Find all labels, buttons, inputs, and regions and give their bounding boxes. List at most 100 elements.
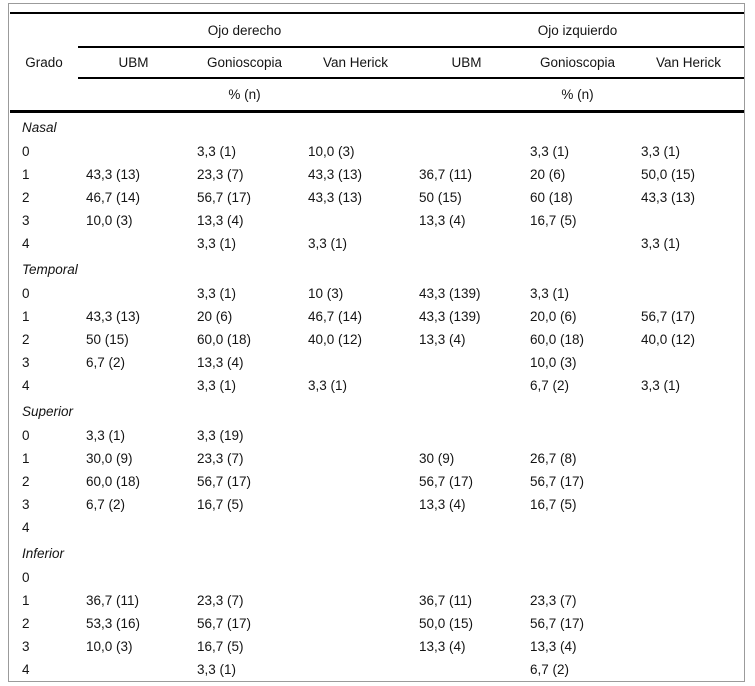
data-cell [78, 140, 189, 163]
data-cell [633, 493, 744, 516]
data-cell [78, 566, 189, 589]
data-cell: 3,3 (1) [197, 144, 237, 159]
table-body: Nasal 0 3,3 (1) 10,0 (3) 3,3 (1) 3,3 (1) 1 43,3… [10, 112, 744, 682]
data-cell: 10,0 (3) [308, 144, 355, 159]
grade-cell: 4 [22, 662, 30, 677]
data-cell [300, 516, 411, 539]
left-eye-group-header: Ojo izquierdo [411, 13, 744, 48]
data-cell: 50,0 (15) [641, 167, 696, 182]
grade-cell: 4 [22, 520, 30, 535]
grade-cell: 0 [22, 428, 30, 443]
data-cell: 10,0 (3) [86, 639, 133, 654]
data-cell [78, 374, 189, 397]
data-cell: 56,7 (17) [197, 616, 252, 631]
data-cell [300, 424, 411, 447]
data-cell: 43,3 (13) [308, 190, 363, 205]
data-cell: 40,0 (12) [641, 332, 696, 347]
data-cell: 3,3 (1) [308, 236, 348, 251]
unit-label-left: % (n) [561, 87, 594, 102]
data-cell: 23,3 (7) [197, 167, 244, 182]
data-cell: 56,7 (17) [419, 474, 474, 489]
table-row: 3 10,0 (3) 16,7 (5) 13,3 (4) 13,3 (4) [10, 635, 744, 658]
unit-label-right: % (n) [228, 87, 261, 102]
table-row: 0 3,3 (1) 3,3 (19) [10, 424, 744, 447]
data-cell [633, 635, 744, 658]
data-cell: 40,0 (12) [308, 332, 363, 347]
grade-cell: 3 [22, 355, 30, 370]
data-cell: 43,3 (13) [86, 309, 141, 324]
data-cell: 3,3 (1) [641, 378, 681, 393]
data-cell: 13,3 (4) [419, 332, 466, 347]
data-cell [411, 140, 522, 163]
data-cell [300, 493, 411, 516]
grade-cell: 1 [22, 309, 30, 324]
data-cell: 43,3 (139) [419, 309, 481, 324]
data-cell: 6,7 (2) [530, 378, 570, 393]
data-cell [633, 589, 744, 612]
data-cell [633, 566, 744, 589]
table-frame: Grado Ojo derecho Ojo izquierdo UBM Goni… [8, 3, 745, 682]
data-cell: 56,7 (17) [530, 474, 585, 489]
data-cell [300, 589, 411, 612]
table-row: 4 3,3 (1) 6,7 (2) [10, 658, 744, 681]
data-cell: 53,3 (16) [86, 616, 141, 631]
data-cell [633, 351, 744, 374]
data-cell: 20,0 (6) [530, 309, 577, 324]
data-cell: 10,0 (3) [530, 355, 577, 370]
data-cell [522, 232, 633, 255]
section-row: Superior [10, 397, 744, 424]
data-cell: 50 (15) [86, 332, 129, 347]
section-label: Superior [22, 404, 74, 419]
data-cell: 16,7 (5) [530, 497, 577, 512]
data-cell [78, 658, 189, 681]
data-cell: 23,3 (7) [530, 593, 577, 608]
group-header-row: Grado Ojo derecho Ojo izquierdo [10, 13, 744, 70]
section-label: Temporal [22, 262, 78, 277]
unit-header-row: % (n) % (n) [10, 78, 744, 112]
data-cell [633, 612, 744, 635]
data-cell [300, 658, 411, 681]
data-cell: 3,3 (1) [641, 144, 681, 159]
data-cell [411, 516, 522, 539]
data-cell: 43,3 (139) [419, 286, 481, 301]
data-cell [411, 351, 522, 374]
data-cell: 3,3 (1) [86, 428, 126, 443]
data-cell: 60,0 (18) [530, 332, 585, 347]
table-row: 3 10,0 (3) 13,3 (4) 13,3 (4) 16,7 (5) [10, 209, 744, 232]
grade-cell: 1 [22, 167, 30, 182]
data-cell [300, 612, 411, 635]
data-cell: 50 (15) [419, 190, 462, 205]
data-cell: 20 (6) [197, 309, 233, 324]
data-cell: 36,7 (11) [419, 593, 473, 608]
column-header-vanherick-left: Van Herick [633, 47, 744, 79]
table-row: 1 30,0 (9) 23,3 (7) 30 (9) 26,7 (8) [10, 447, 744, 470]
grade-cell: 2 [22, 190, 30, 205]
data-cell: 30,0 (9) [86, 451, 133, 466]
table-row: 4 3,3 (1) 3,3 (1) 3,3 (1) [10, 232, 744, 255]
table-row: 4 3,3 (1) 3,3 (1) 6,7 (2) 3,3 (1) [10, 374, 744, 397]
data-cell: 6,7 (2) [530, 662, 570, 677]
data-cell: 13,3 (4) [419, 639, 466, 654]
table-row: 3 6,7 (2) 13,3 (4) 10,0 (3) [10, 351, 744, 374]
data-cell [300, 209, 411, 232]
grade-cell: 4 [22, 378, 30, 393]
grade-cell: 0 [22, 144, 30, 159]
grade-column-header: Grado [25, 54, 63, 70]
data-cell: 23,3 (7) [197, 451, 244, 466]
data-cell [633, 516, 744, 539]
data-cell [633, 424, 744, 447]
data-cell [522, 566, 633, 589]
data-cell: 10 (3) [308, 286, 344, 301]
grade-cell: 2 [22, 474, 30, 489]
data-cell: 43,3 (13) [86, 167, 141, 182]
grade-cell: 3 [22, 497, 30, 512]
data-cell [633, 209, 744, 232]
grade-cell: 4 [22, 236, 30, 251]
data-cell [411, 658, 522, 681]
table-row: 1 43,3 (13) 23,3 (7) 43,3 (13) 36,7 (11) 20 (… [10, 163, 744, 186]
data-cell: 56,7 (17) [530, 616, 585, 631]
section-row: Inferior [10, 539, 744, 566]
grade-cell: 0 [22, 286, 30, 301]
data-cell: 16,7 (5) [197, 639, 244, 654]
data-cell: 3,3 (1) [197, 378, 237, 393]
